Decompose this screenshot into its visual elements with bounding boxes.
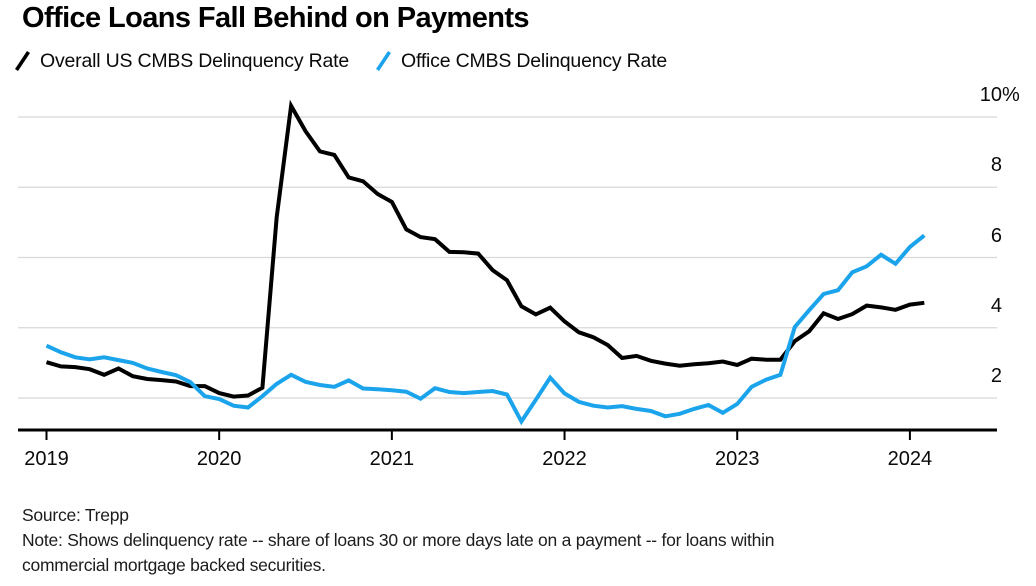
chart-title: Office Loans Fall Behind on Payments [22, 2, 530, 34]
footer: Source: Trepp Note: Shows delinquency ra… [22, 503, 1002, 578]
y-axis-label: 6 [991, 224, 1002, 248]
x-axis-label: 2022 [542, 448, 587, 470]
y-axis-label-value: 4 [990, 294, 1002, 317]
y-axis-label-value: 8 [990, 154, 1002, 177]
overall-cmbs-line [45, 99, 925, 399]
x-axis-label: 2020 [196, 448, 242, 470]
y-axis-label: 10% [979, 83, 1020, 107]
note-line-1: Note: Shows delinquency rate -- share of… [22, 530, 775, 550]
y-axis-label: 2 [991, 364, 1002, 388]
y-axis-label: 8 [991, 153, 1002, 177]
source-note: Source: Trepp [22, 505, 129, 525]
legend: Overall US CMBS Delinquency Rate Office … [14, 49, 693, 73]
note-line-2: commercial mortgage backed securities. [22, 555, 326, 575]
legend-item-office: Office CMBS Delinquency Rate [375, 49, 667, 73]
y-axis-label-value: 10 [979, 84, 1002, 106]
y-axis-percent-suffix: % [1002, 84, 1020, 106]
legend-label-overall: Overall US CMBS Delinquency Rate [40, 49, 349, 72]
y-axis-label: 4 [991, 294, 1002, 318]
x-axis-label: 2024 [887, 448, 933, 470]
y-axis-label-value: 2 [990, 365, 1002, 387]
x-axis-label: 2021 [369, 448, 415, 470]
x-axis-label: 2023 [714, 448, 760, 470]
legend-label-office: Office CMBS Delinquency Rate [400, 49, 668, 72]
office-cmbs-line [45, 233, 926, 426]
legend-item-overall: Overall US CMBS Delinquency Rate [14, 49, 349, 73]
x-axis-label: 2019 [24, 448, 69, 470]
y-axis-label-value: 6 [990, 224, 1002, 247]
overall-series-slash-icon [15, 51, 30, 71]
office-series-slash-icon [375, 51, 391, 71]
